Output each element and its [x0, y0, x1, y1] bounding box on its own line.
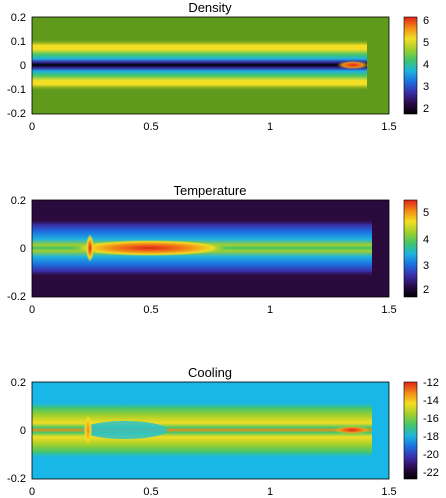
- colorbar-tick-label: -22: [423, 467, 439, 479]
- x-tick-label: 0: [29, 486, 35, 498]
- y-tick-label: 0.2: [11, 12, 26, 24]
- x-tick-label: 1: [267, 304, 273, 316]
- x-tick-label: 0.5: [143, 304, 158, 316]
- colorbar: -12 -14 -16 -18 -20 -22: [403, 377, 439, 480]
- heatmap-plot: [32, 382, 389, 479]
- colorbar-tick-label: -16: [423, 413, 439, 425]
- x-tick-label: 1: [267, 486, 273, 498]
- x-tick-label: 1.5: [381, 121, 396, 133]
- colorbar-tick-label: 3: [423, 81, 429, 93]
- y-ticks: 0.2 0.1 0 -0.1 -0.2: [7, 12, 26, 120]
- colorbar: 5 4 3 2: [403, 199, 429, 298]
- colorbar-tick-label: -20: [423, 449, 439, 461]
- hot-core: [72, 240, 228, 256]
- y-tick-label: -0.2: [7, 291, 26, 303]
- y-tick-label: -0.2: [7, 473, 26, 485]
- colorbar-tick-label: 4: [423, 59, 429, 71]
- colorbar: 6 5 4 3 2: [403, 15, 429, 115]
- y-tick-label: -0.2: [7, 108, 26, 120]
- y-tick-label: 0.2: [11, 377, 26, 389]
- y-tick-label: -0.1: [7, 84, 26, 96]
- y-ticks: 0.2 0 -0.2: [7, 195, 26, 303]
- x-tick-label: 1.5: [381, 486, 396, 498]
- inner-cavity: [83, 421, 167, 439]
- shock-front: [86, 234, 94, 262]
- jet-tip: [337, 61, 369, 69]
- x-ticks: 0 0.5 1 1.5: [29, 121, 397, 133]
- colorbar-tick-label: 2: [423, 103, 429, 115]
- x-tick-label: 0: [29, 121, 35, 133]
- y-tick-label: 0: [20, 243, 26, 255]
- x-tick-label: 0.5: [143, 121, 158, 133]
- x-tick-label: 0.5: [143, 486, 158, 498]
- jet-envelope: [32, 39, 367, 91]
- heatmap-plot: [32, 17, 389, 114]
- x-tick-label: 1: [267, 121, 273, 133]
- panel-density: Density 0.2 0.1 0 -0.1 -0.2 0 0.5 1 1.5 …: [7, 0, 429, 133]
- shock-front: [84, 415, 92, 445]
- panel-cooling: Cooling 0.2 0 -0.2 0 0.5 1 1.5 -12 -14 -…: [7, 365, 439, 498]
- colorbar-tick-label: 5: [423, 37, 429, 49]
- x-ticks: 0 0.5 1 1.5: [29, 486, 397, 498]
- colorbar-tick-label: 2: [423, 284, 429, 296]
- x-tick-label: 1.5: [381, 304, 396, 316]
- colorbar-tick-label: -18: [423, 431, 439, 443]
- panel-title: Density: [188, 0, 232, 15]
- colorbar-tick-label: 3: [423, 260, 429, 272]
- colorbar-tick-label: 4: [423, 234, 429, 246]
- panel-temperature: Temperature 0.2 0 -0.2 0 0.5 1 1.5 5 4 3…: [7, 183, 429, 316]
- colorbar-tick-label: -14: [423, 395, 439, 407]
- colorbar-tick-label: -12: [423, 377, 439, 389]
- colorbar-tick-label: 6: [423, 15, 429, 27]
- x-ticks: 0 0.5 1 1.5: [29, 304, 397, 316]
- colorbar-gradient: [403, 16, 418, 115]
- plot-frame: [31, 16, 390, 115]
- y-tick-label: 0.2: [11, 195, 26, 207]
- colorbar-gradient: [403, 381, 418, 480]
- x-tick-label: 0: [29, 304, 35, 316]
- colorbar-gradient: [403, 199, 418, 298]
- y-tick-label: 0: [20, 425, 26, 437]
- y-tick-label: 0.1: [11, 36, 26, 48]
- heatmap-plot: [32, 200, 389, 297]
- jet-tip: [334, 426, 370, 434]
- y-tick-label: 0: [20, 60, 26, 72]
- colorbar-tick-label: 5: [423, 207, 429, 219]
- panel-title: Temperature: [174, 183, 247, 198]
- panel-title: Cooling: [188, 365, 232, 380]
- plot-frame: [31, 199, 390, 298]
- y-ticks: 0.2 0 -0.2: [7, 377, 26, 485]
- plot-frame: [31, 381, 390, 480]
